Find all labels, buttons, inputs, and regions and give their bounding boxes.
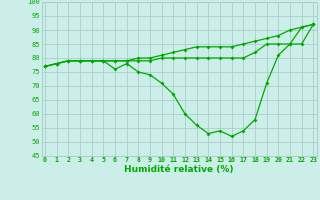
X-axis label: Humidité relative (%): Humidité relative (%): [124, 165, 234, 174]
